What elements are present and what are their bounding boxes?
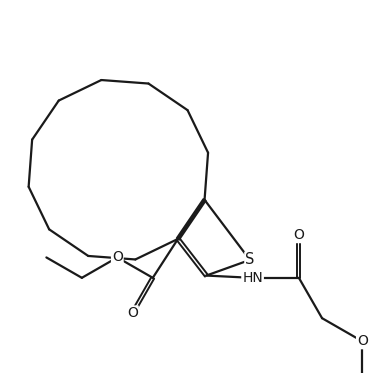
- Text: HN: HN: [242, 271, 263, 285]
- Text: O: O: [357, 334, 368, 348]
- Text: O: O: [293, 228, 304, 242]
- Text: O: O: [112, 251, 123, 264]
- Text: O: O: [127, 306, 138, 320]
- Text: S: S: [245, 252, 255, 267]
